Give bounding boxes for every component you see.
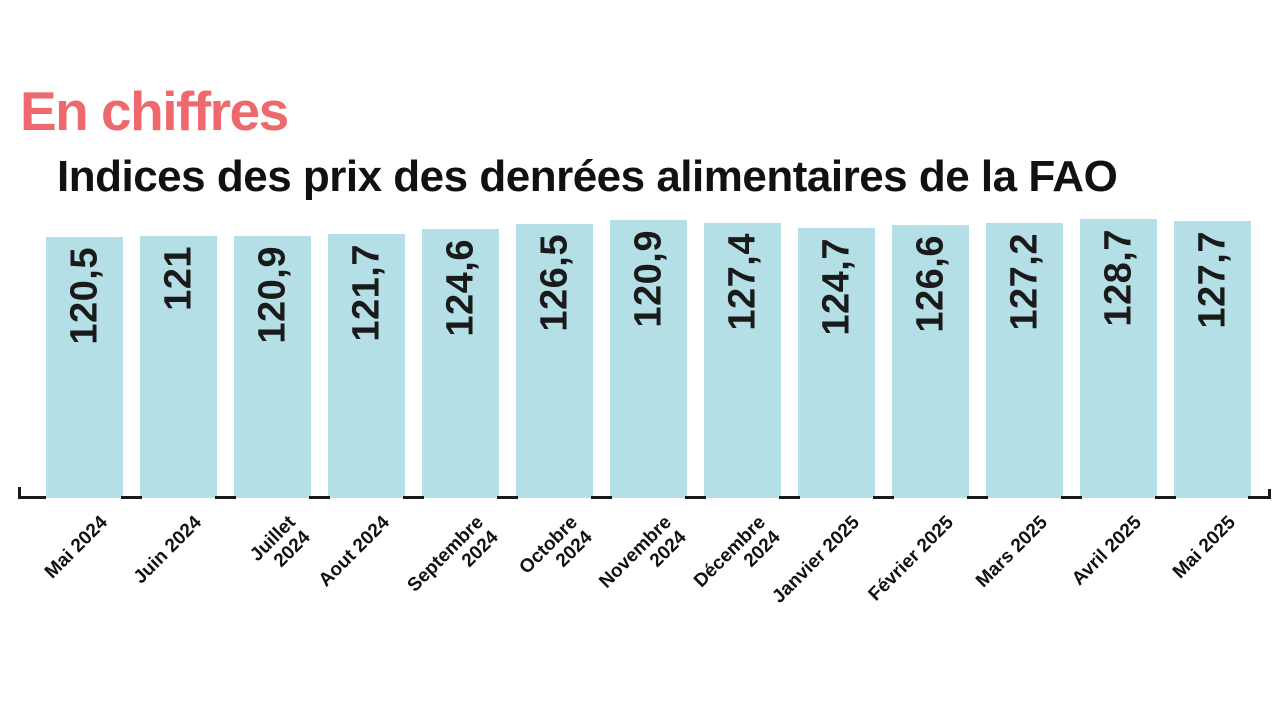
bar-value-label: 121	[157, 246, 199, 311]
bar: 126,5	[516, 224, 593, 498]
axis-tick	[779, 496, 800, 499]
x-axis-label: Février 2025	[864, 512, 958, 606]
axis-tick	[873, 496, 894, 499]
axis-tick	[215, 496, 236, 499]
axis-tick	[309, 496, 330, 499]
bar-value-label: 124,6	[439, 239, 481, 337]
axis-tick	[403, 496, 424, 499]
axis-tick	[591, 496, 612, 499]
bar-value-label: 127,2	[1003, 233, 1045, 331]
axis-tick	[497, 496, 518, 499]
bar: 121,7	[328, 234, 405, 498]
x-axis-label: Avril 2025	[1067, 512, 1146, 590]
bar-value-label: 127,4	[721, 233, 763, 331]
bar-value-label: 120,9	[627, 230, 669, 328]
chart-title: Indices des prix des denrées alimentaire…	[57, 152, 1118, 201]
bar-value-label: 128,7	[1097, 229, 1139, 327]
bar: 127,2	[986, 223, 1063, 498]
kicker-title: En chiffres	[20, 80, 289, 142]
bar: 127,7	[1174, 221, 1251, 498]
bar-value-label: 121,7	[345, 244, 387, 342]
axis-tick	[1155, 496, 1176, 499]
bar-value-label: 127,7	[1191, 231, 1233, 329]
bar: 124,7	[798, 228, 875, 498]
bar: 120,9	[610, 220, 687, 498]
bar-value-label: 120,9	[251, 246, 293, 344]
bar-value-label: 126,6	[909, 235, 951, 333]
axis-tick	[121, 496, 142, 499]
axis-corner-right-mark	[1248, 489, 1271, 499]
axis-tick	[1061, 496, 1082, 499]
axis-tick	[685, 496, 706, 499]
bar: 127,4	[704, 223, 781, 498]
bar-value-label: 124,7	[815, 238, 857, 336]
axis-corner-left-mark	[18, 487, 46, 499]
bar: 128,7	[1080, 219, 1157, 498]
bar: 120,5	[46, 237, 123, 498]
bar-value-label: 126,5	[533, 234, 575, 332]
bar-value-label: 120,5	[63, 247, 105, 345]
bar: 120,9	[234, 236, 311, 498]
x-axis-label: Mai 2025	[1168, 512, 1240, 583]
axis-tick	[967, 496, 988, 499]
bar: 126,6	[892, 225, 969, 498]
x-axis-label: Mars 2025	[971, 512, 1052, 592]
bar: 124,6	[422, 229, 499, 498]
bar: 121	[140, 236, 217, 498]
